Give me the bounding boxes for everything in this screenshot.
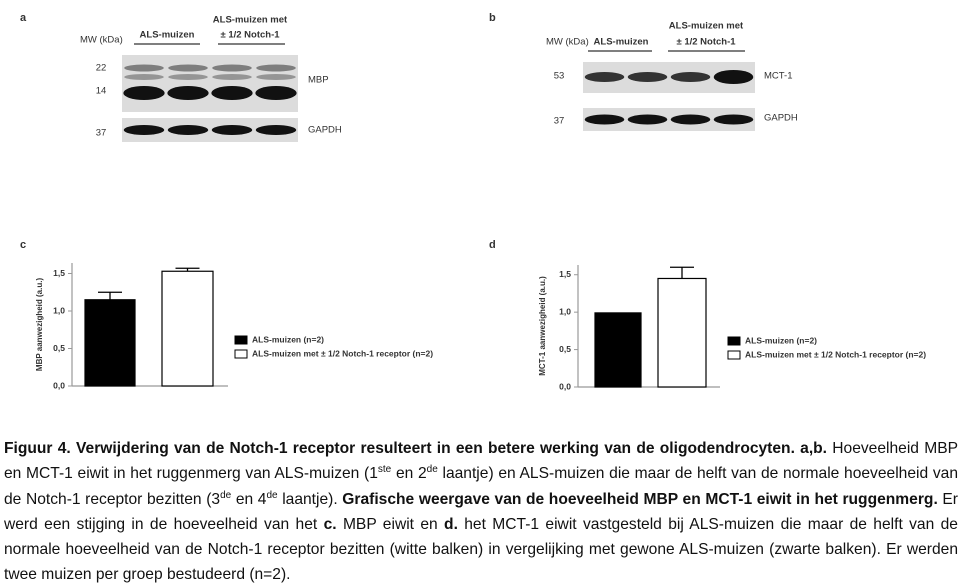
blot-band xyxy=(584,114,625,125)
blot-band xyxy=(168,64,208,72)
blot-band xyxy=(255,86,297,100)
blot-band xyxy=(124,74,164,80)
y-axis-label: MBP aanwezigheid (a.u.) xyxy=(35,278,44,372)
caption-text: laantje). xyxy=(277,490,343,508)
mw-label: MW (kDa) xyxy=(80,35,123,46)
blot-band xyxy=(123,86,165,100)
caption-text: de xyxy=(266,489,278,501)
y-tick-label: 0,0 xyxy=(53,380,65,390)
caption-text: c. xyxy=(323,515,337,533)
blot-band xyxy=(123,125,165,135)
blot-band xyxy=(584,72,625,82)
blot-band xyxy=(168,74,208,80)
bar xyxy=(657,277,707,388)
legend-swatch xyxy=(234,335,248,345)
group-label: ± 1/2 Notch-1 xyxy=(220,30,280,41)
y-tick-label: 1,0 xyxy=(559,306,571,316)
mw-marker: 53 xyxy=(554,71,565,82)
y-tick-label: 1,0 xyxy=(53,305,65,315)
y-tick-label: 0,0 xyxy=(559,381,571,391)
legend-swatch xyxy=(727,350,741,360)
caption-text: Er werd een stijging in de hoeveelheid v… xyxy=(4,490,958,533)
panel-letter: c xyxy=(20,239,26,251)
caption-text: laantje) en ALS-muizen die maar de helft… xyxy=(4,465,958,508)
caption-text: Grafische weergave van de hoeveelheid MB… xyxy=(342,490,938,508)
blot-band xyxy=(211,125,253,135)
figure: a MW (kDa) ALS-muizen ALS-muizen met ± 1/2 N… xyxy=(20,12,926,391)
caption-text: ste xyxy=(377,464,392,476)
blot-band xyxy=(256,64,296,72)
blot-band xyxy=(256,74,296,80)
band-label: GAPDH xyxy=(308,125,342,136)
y-tick-label: 0,5 xyxy=(53,343,65,353)
blot-band xyxy=(167,125,209,135)
y-tick-label: 0,5 xyxy=(559,344,571,354)
panel-letter: a xyxy=(20,12,27,24)
blot-band xyxy=(212,64,252,72)
caption-text: het MCT-1 eiwit vastgesteld bij ALS-muiz… xyxy=(4,515,958,584)
panel-letter: b xyxy=(489,12,496,24)
bar xyxy=(161,270,214,387)
group-label: ALS-muizen xyxy=(140,30,195,41)
legend-swatch xyxy=(234,349,248,359)
legend-swatch xyxy=(727,336,741,346)
legend-label: ALS-muizen (n=2) xyxy=(252,334,324,344)
blot-strip xyxy=(583,108,755,131)
caption-text: d. xyxy=(444,515,458,533)
group-label: ALS-muizen met xyxy=(669,21,744,32)
band-label: MBP xyxy=(308,75,329,86)
caption-text: en 2 xyxy=(391,465,427,483)
blot-band xyxy=(255,125,297,135)
mw-marker: 22 xyxy=(96,63,107,74)
mw-marker: 37 xyxy=(96,128,107,139)
blot-band xyxy=(670,114,711,125)
blot-band xyxy=(167,86,209,100)
band-label: GAPDH xyxy=(764,113,798,124)
caption-text: de xyxy=(220,489,232,501)
blot-band xyxy=(211,86,253,100)
group-label: ALS-muizen xyxy=(594,37,649,48)
blot-strip xyxy=(122,55,298,112)
caption: Figuur 4. Verwijdering van de Notch-1 re… xyxy=(4,436,958,588)
blot-band xyxy=(670,72,711,82)
blot-band xyxy=(124,64,164,72)
y-tick-label: 1,5 xyxy=(53,268,65,278)
bar xyxy=(84,299,136,387)
legend-label: ALS-muizen met ± 1/2 Notch-1 receptor (n… xyxy=(745,349,926,359)
blot-band xyxy=(212,74,252,80)
group-label: ALS-muizen met xyxy=(213,15,288,26)
caption-text: Hoeveelheid MBP en MCT-1 eiwit in het ru… xyxy=(4,440,958,483)
mw-marker: 14 xyxy=(96,86,107,97)
band-label: MCT-1 xyxy=(764,71,793,82)
y-tick-label: 1,5 xyxy=(559,269,571,279)
mw-label: MW (kDa) xyxy=(546,37,589,48)
caption-text: de xyxy=(426,464,438,476)
legend-label: ALS-muizen (n=2) xyxy=(745,335,817,345)
blot-band xyxy=(713,70,754,84)
mw-marker: 37 xyxy=(554,116,565,127)
bar xyxy=(594,312,642,388)
panel-letter: d xyxy=(489,239,496,251)
legend-label: ALS-muizen met ± 1/2 Notch-1 receptor (n… xyxy=(252,348,433,358)
y-axis-label: MCT-1 aanwezigheid (a.u.) xyxy=(538,276,547,376)
blot-band xyxy=(627,72,668,82)
blot-band xyxy=(627,114,668,125)
blot-band xyxy=(713,114,754,125)
caption-text: Figuur 4. Verwijdering van de Notch-1 re… xyxy=(4,440,828,457)
group-label: ± 1/2 Notch-1 xyxy=(676,37,736,48)
caption-text: MBP eiwit en xyxy=(336,515,445,533)
caption-text: en 4 xyxy=(231,490,267,508)
